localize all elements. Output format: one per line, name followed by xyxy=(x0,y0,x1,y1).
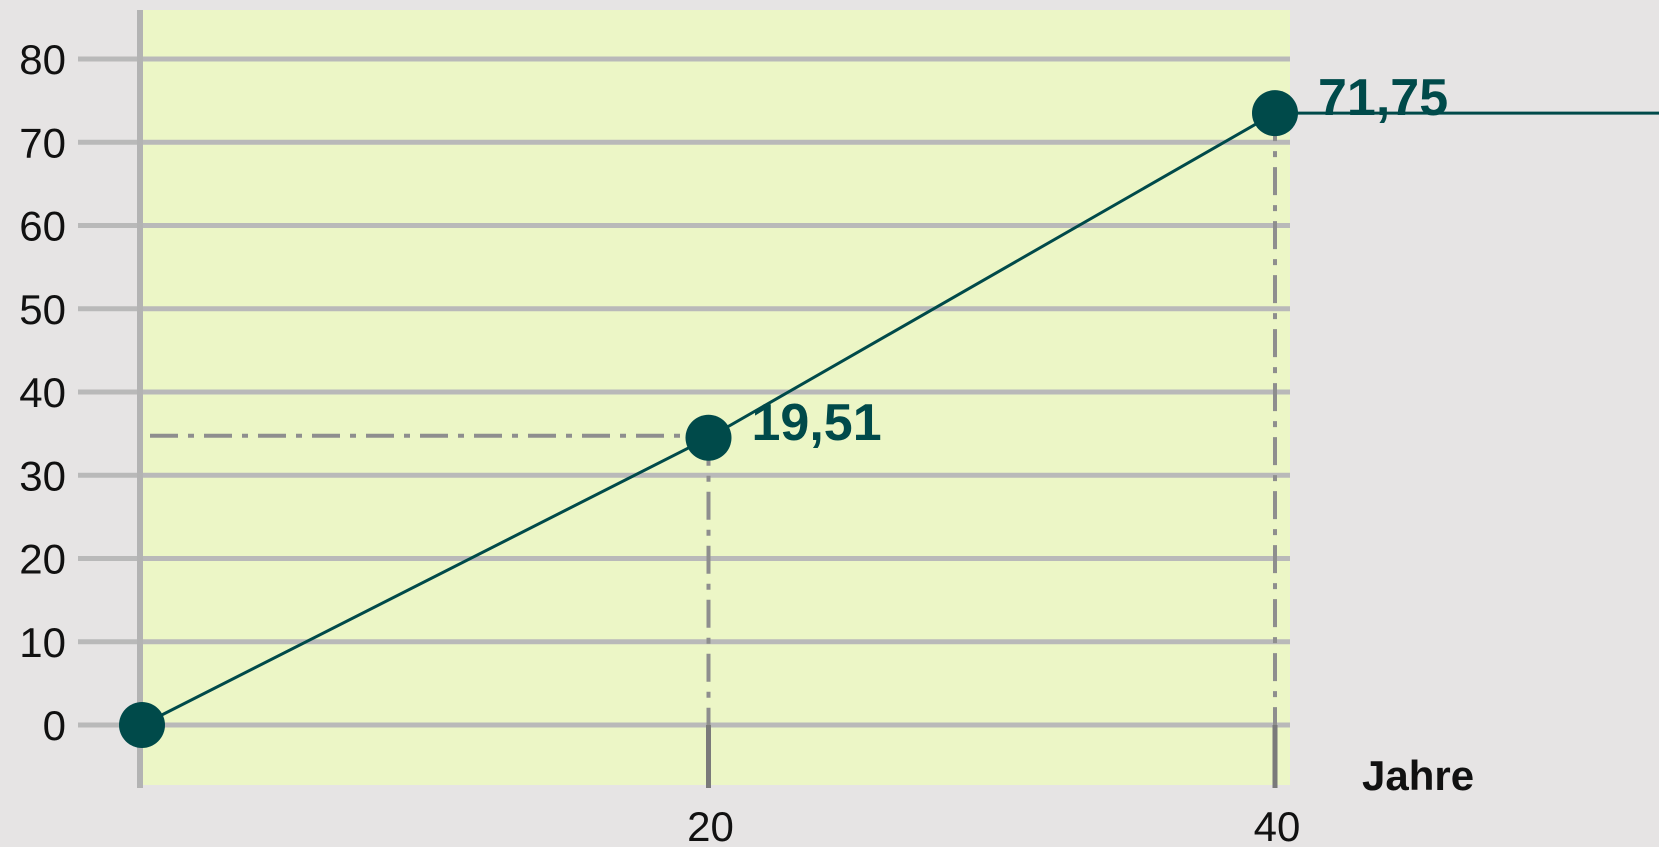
data-point xyxy=(119,702,165,748)
y-tick-label: 60 xyxy=(19,203,66,250)
data-point xyxy=(1252,90,1298,137)
y-tick-label: 0 xyxy=(43,702,66,749)
data-label: 19,51 xyxy=(752,394,882,452)
y-tick-label: 10 xyxy=(19,619,66,666)
y-tick-label: 80 xyxy=(19,36,66,83)
data-label: 71,75 xyxy=(1318,69,1448,127)
y-tick-label: 40 xyxy=(19,369,66,416)
y-tick-label: 70 xyxy=(19,119,66,166)
guide-lines xyxy=(150,113,1277,725)
series xyxy=(119,90,1659,748)
axes xyxy=(137,10,1278,788)
y-tick-label: 20 xyxy=(19,536,66,583)
x-axis-title: Jahre xyxy=(1362,752,1474,799)
x-tick-label: 40 xyxy=(1254,803,1301,847)
gridlines xyxy=(78,56,1290,728)
y-tick-label: 30 xyxy=(19,452,66,499)
x-tick-label: 20 xyxy=(687,803,734,847)
plot-area xyxy=(140,10,1290,785)
labels: 0 10 20 30 40 50 60 70 80 20 40 19,51 71,75 xyxy=(19,36,1448,847)
y-tick-label: 50 xyxy=(19,286,66,333)
data-point xyxy=(685,414,732,461)
